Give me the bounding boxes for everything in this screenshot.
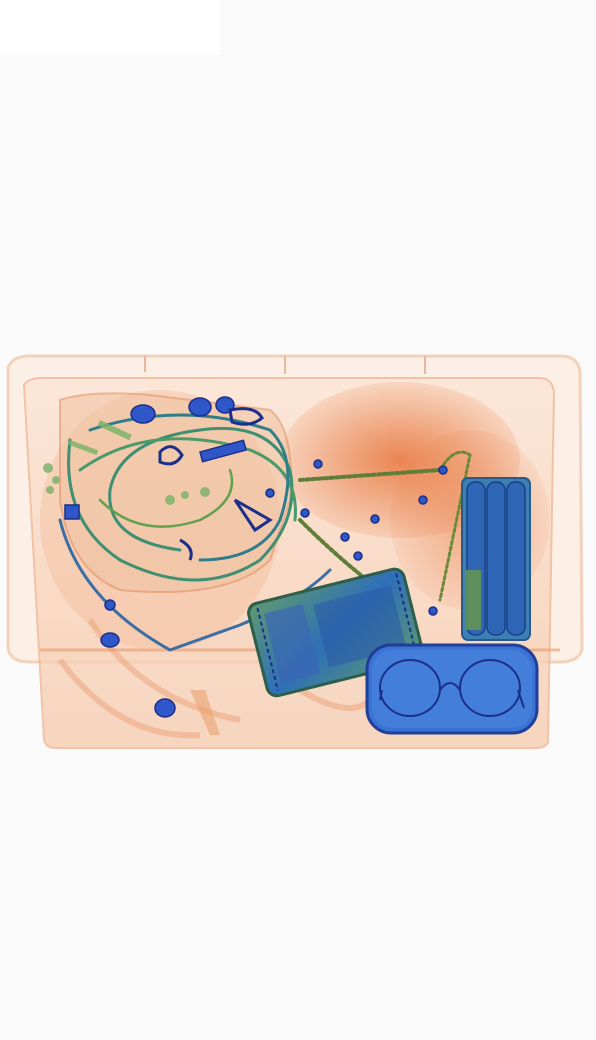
cable-tangle	[58, 413, 472, 652]
glasses-case	[365, 643, 539, 735]
eyeglasses	[379, 659, 525, 717]
small-metal-parts	[64, 396, 448, 718]
top-left-white-patch	[0, 0, 220, 55]
zip-ties	[43, 420, 210, 505]
battery-pack	[461, 477, 531, 641]
